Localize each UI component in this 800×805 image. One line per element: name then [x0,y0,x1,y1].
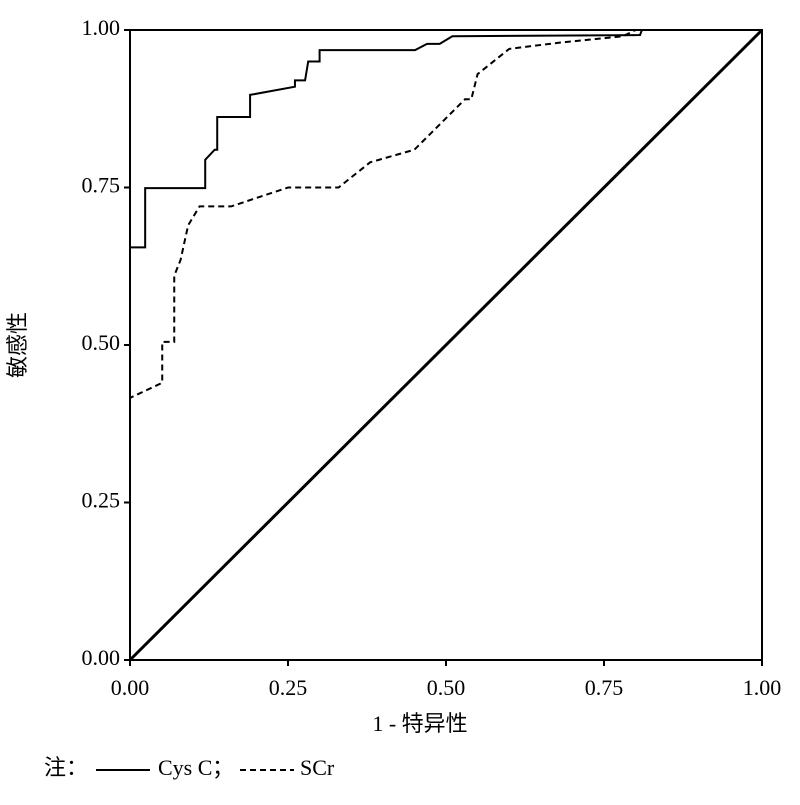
y-axis-label: 敏感性 [5,312,30,378]
y-tick-label: 0.25 [82,488,121,513]
x-tick-label: 0.50 [427,675,466,700]
x-tick-label: 0.75 [585,675,624,700]
legend-label: SCr [300,755,335,780]
legend-prefix: 注： [44,755,88,780]
series-line [129,29,762,660]
x-tick-label: 0.25 [269,675,308,700]
y-tick-label: 0.50 [82,330,121,355]
legend-label: Cys C [158,755,212,780]
y-tick-label: 0.00 [82,645,121,670]
x-tick-label: 0.00 [111,675,150,700]
legend-separator: ； [212,755,234,780]
y-tick-label: 0.75 [82,173,121,198]
x-axis-label: 1 - 特异性 [372,711,467,736]
series-line [129,29,762,660]
x-tick-label: 1.00 [743,675,782,700]
reference-line [128,28,764,662]
y-tick-label: 1.00 [82,15,121,40]
